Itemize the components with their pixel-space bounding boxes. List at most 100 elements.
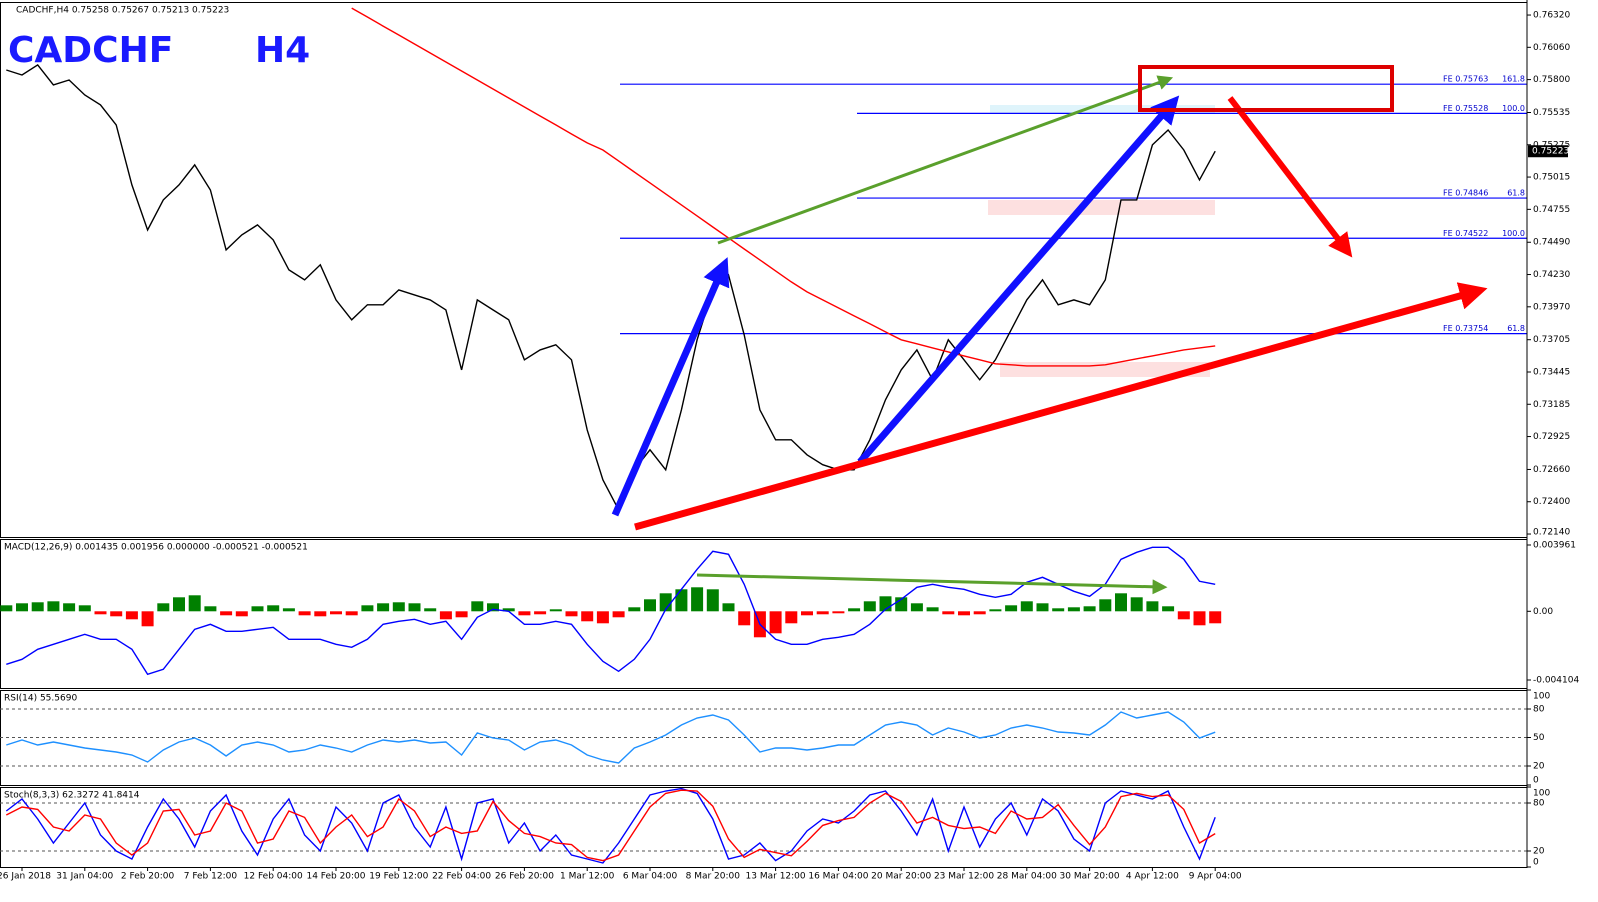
histogram-bar xyxy=(1177,611,1190,620)
histogram-bar xyxy=(1130,597,1143,612)
histogram-bar xyxy=(738,611,751,626)
histogram-bar xyxy=(910,603,923,612)
y-tick-label: 0.72925 xyxy=(1533,432,1570,442)
fib-label: FE 0.74522 xyxy=(1443,229,1488,238)
fib-label: FE 0.75763 xyxy=(1443,75,1488,84)
histogram-bar xyxy=(769,611,782,634)
histogram-bar xyxy=(706,589,719,612)
histogram-bar xyxy=(1005,605,1018,612)
histogram-bar xyxy=(16,603,28,612)
histogram-bar xyxy=(47,601,60,612)
histogram-bar xyxy=(157,603,170,612)
last-price-marker xyxy=(1528,145,1568,158)
fib-ratio: 61.8 xyxy=(1507,324,1525,333)
histogram-bar xyxy=(455,611,468,618)
x-tick-label: 22 Feb 04:00 xyxy=(432,872,491,882)
x-tick-label: 19 Feb 12:00 xyxy=(369,872,428,882)
histogram-bar xyxy=(1193,611,1206,626)
panel-label: MACD(12,26,9) 0.001435 0.001956 0.000000… xyxy=(4,543,308,553)
histogram-bar xyxy=(958,611,970,616)
histogram-bar xyxy=(1146,601,1159,612)
symbol-title: CADCHF xyxy=(8,30,173,71)
fib-ratio: 161.8 xyxy=(1502,75,1525,84)
y-tick-label: 0.74490 xyxy=(1533,238,1570,248)
y-tick-label: 0.74755 xyxy=(1533,205,1570,215)
histogram-bar xyxy=(282,608,295,612)
zone xyxy=(988,200,1215,215)
fib-label: FE 0.75528 xyxy=(1443,104,1488,113)
y-tick-label: -0.004104 xyxy=(1533,675,1579,685)
histogram-bar xyxy=(1209,611,1222,624)
histogram-bar xyxy=(125,611,138,620)
histogram-bar xyxy=(1099,599,1112,612)
histogram-bar xyxy=(345,611,358,616)
histogram-bar xyxy=(565,611,578,617)
histogram-bar xyxy=(361,605,374,612)
x-tick-label: 7 Feb 12:00 xyxy=(184,872,238,882)
y-tick-label: 0.73705 xyxy=(1533,335,1570,345)
y-tick-label: 0 xyxy=(1533,858,1539,868)
y-tick-label: 0.75800 xyxy=(1533,75,1570,85)
x-tick-label: 14 Feb 20:00 xyxy=(306,872,365,882)
histogram-bar xyxy=(816,611,829,615)
histogram-bar xyxy=(1020,601,1033,612)
series-line xyxy=(6,63,1216,512)
x-tick-label: 26 Feb 20:00 xyxy=(495,872,554,882)
y-tick-label: 0.72660 xyxy=(1533,465,1570,475)
y-tick-label: 100 xyxy=(1533,692,1550,702)
histogram-bar xyxy=(173,597,185,612)
drawings xyxy=(611,65,1488,595)
histogram-bar xyxy=(439,611,452,620)
histogram-bar xyxy=(942,611,955,615)
panel-frame xyxy=(0,2,1528,538)
series-line xyxy=(6,711,1216,764)
y-tick-label: 0.73445 xyxy=(1533,367,1570,377)
y-tick-label: 0.73970 xyxy=(1533,302,1570,312)
histogram-bar xyxy=(298,611,311,616)
y-tick-label: 0.72140 xyxy=(1533,528,1570,538)
x-tick-label: 6 Mar 04:00 xyxy=(623,872,678,882)
x-tick-label: 16 Mar 04:00 xyxy=(808,872,868,882)
histogram-bar xyxy=(471,601,484,612)
y-tick-label: 0.003961 xyxy=(1533,541,1576,551)
histogram-bar xyxy=(392,602,405,612)
histogram-bar xyxy=(188,595,201,612)
fib-ratio: 100.0 xyxy=(1502,229,1525,238)
trend-line xyxy=(634,282,1488,531)
x-tick-label: 9 Apr 04:00 xyxy=(1189,872,1242,882)
histogram-bar xyxy=(251,606,264,612)
histogram-bar xyxy=(1067,607,1080,612)
y-tick-label: 0.73185 xyxy=(1533,400,1570,410)
x-tick-label: 26 Jan 2018 xyxy=(0,872,51,882)
histogram-bar xyxy=(377,603,390,612)
histogram-bar xyxy=(314,611,327,617)
series-line xyxy=(6,546,1216,676)
histogram-bar xyxy=(801,611,813,616)
histogram-bar xyxy=(926,607,939,612)
y-tick-label: 0.74230 xyxy=(1533,270,1570,280)
y-tick-label: 0.76320 xyxy=(1533,11,1570,21)
histogram-bar xyxy=(785,611,798,624)
histogram-bar xyxy=(141,611,154,627)
histogram-bar xyxy=(848,608,861,612)
histogram-bar xyxy=(691,587,704,612)
x-tick-label: 4 Apr 12:00 xyxy=(1126,872,1179,882)
histogram-bar xyxy=(832,611,845,614)
y-tick-label: 0.75535 xyxy=(1533,108,1570,118)
histogram-bar xyxy=(1052,608,1065,612)
y-tick-label: 0 xyxy=(1533,776,1539,786)
arrow xyxy=(611,257,730,517)
y-tick-label: 50 xyxy=(1533,733,1545,743)
divergence-line xyxy=(696,573,1168,595)
histogram-bar xyxy=(267,605,280,612)
arrow xyxy=(857,95,1180,465)
y-tick-label: 0.00 xyxy=(1533,607,1553,617)
y-tick-label: 0.72400 xyxy=(1533,497,1570,507)
histogram-bar xyxy=(989,609,1002,612)
histogram-bar xyxy=(549,609,562,612)
histogram-bar xyxy=(675,589,688,612)
histogram-bar xyxy=(31,602,44,612)
fib-ratio: 61.8 xyxy=(1507,189,1525,198)
